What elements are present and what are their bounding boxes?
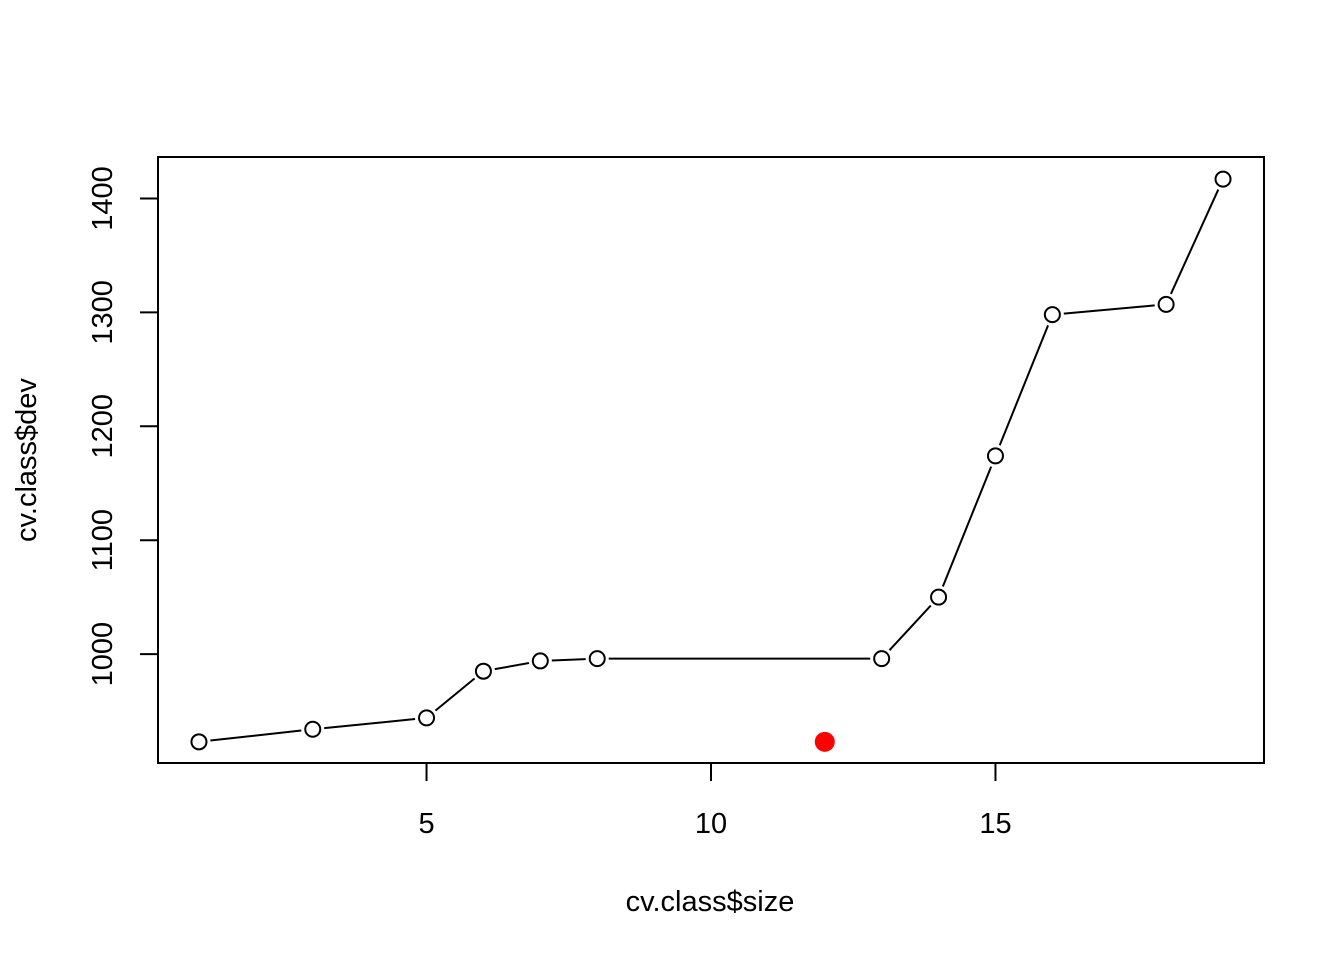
series-line-segment [1169, 189, 1220, 295]
data-point [873, 650, 891, 668]
data-point [986, 447, 1004, 465]
y-tick-label: 1100 [87, 509, 119, 571]
series-line-segment [998, 324, 1049, 446]
y-tick-label: 1200 [87, 394, 119, 459]
series-line-group [210, 189, 1220, 742]
series-line-segment [494, 661, 530, 671]
y-tick-label: 1300 [87, 280, 119, 345]
highlight-group [814, 731, 835, 752]
series-line-segment [888, 604, 932, 651]
data-point [418, 709, 436, 727]
series-point-group [190, 170, 1232, 751]
series-line-segment [434, 677, 476, 712]
y-axis-label: cv.class$dev [11, 378, 43, 542]
x-tick-label: 10 [695, 808, 727, 840]
data-point [190, 733, 208, 751]
x-tick-label: 15 [979, 808, 1011, 840]
data-point [1214, 170, 1232, 188]
x-tick-label: 5 [418, 808, 434, 840]
data-point [588, 650, 606, 668]
y-axis: 1000 1100 1200 1300 1400 [87, 166, 159, 687]
data-point [1157, 295, 1175, 313]
data-point [531, 652, 549, 670]
series-line-segment [324, 718, 416, 730]
data-point [930, 588, 948, 606]
series-line-segment [551, 658, 586, 662]
highlight-point [814, 731, 835, 752]
data-point [474, 662, 492, 680]
y-tick-label: 1400 [87, 166, 119, 231]
series-line-segment [1063, 304, 1155, 315]
y-tick-label: 1000 [87, 622, 119, 687]
series-line-segment [941, 466, 993, 587]
data-point [1043, 306, 1061, 324]
series-line-segment [210, 729, 302, 742]
x-axis: 5 10 15 [418, 762, 1012, 840]
data-point [304, 720, 322, 738]
x-axis-label: cv.class$size [626, 886, 795, 918]
